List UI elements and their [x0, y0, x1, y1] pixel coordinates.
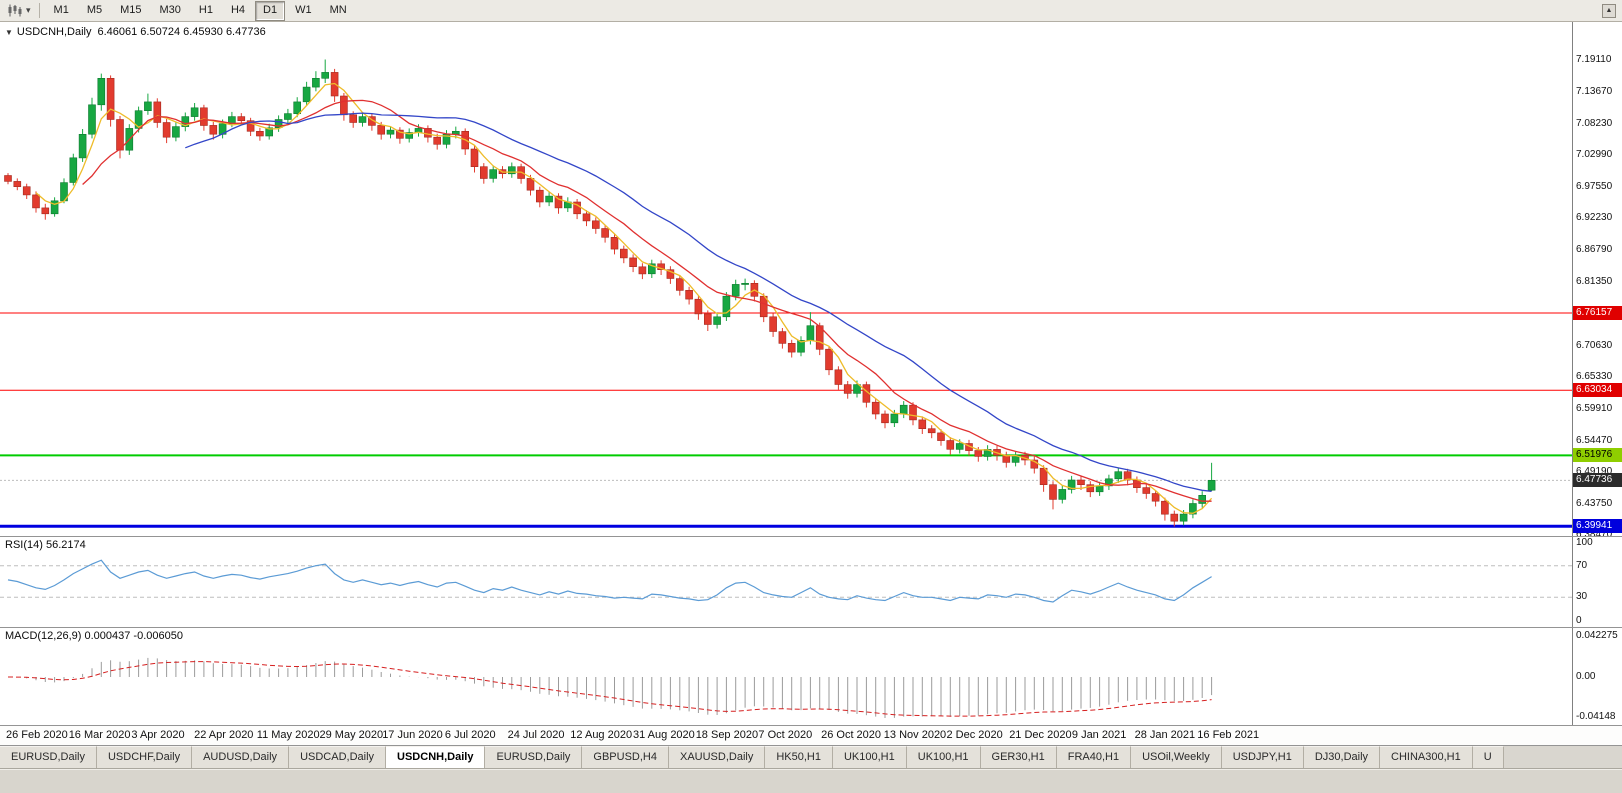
date-axis-label: 6 Jul 2020 — [444, 729, 496, 741]
collapse-caret-icon[interactable]: ▼ — [5, 28, 13, 37]
price-axis-label: 6.43750 — [1576, 497, 1613, 509]
timeframe-button-h1[interactable]: H1 — [198, 3, 213, 16]
price-level-tag: 6.51976 — [1573, 448, 1622, 463]
chart-type-icon[interactable] — [7, 4, 22, 17]
rsi-chart[interactable] — [0, 537, 1572, 628]
price-axis-label: 6.86790 — [1576, 244, 1613, 256]
date-axis-label: 29 May 2020 — [319, 729, 384, 741]
rsi-axis-label: 70 — [1576, 559, 1588, 571]
rsi-panel: RSI(14) 56.2174 100 70 30 0 — [0, 537, 1622, 628]
status-bar — [0, 769, 1622, 793]
price-axis-label: 7.02990 — [1576, 148, 1613, 160]
macd-label: MACD(12,26,9) 0.000437 -0.006050 — [5, 630, 183, 642]
date-axis-label: 22 Apr 2020 — [194, 729, 254, 741]
price-axis-label: 6.70630 — [1576, 339, 1613, 351]
date-axis-label: 12 Aug 2020 — [570, 729, 633, 741]
date-axis-label: 21 Dec 2020 — [1009, 729, 1072, 741]
chart-tab-usdcad-daily-3[interactable]: USDCAD,Daily — [289, 746, 387, 768]
chart-tab-u-17[interactable]: U — [1472, 746, 1504, 768]
price-axis-label: 7.13670 — [1576, 86, 1613, 98]
macd-axis-label: 0.00 — [1576, 671, 1596, 682]
chart-tab-ger30-h1-11[interactable]: GER30,H1 — [980, 746, 1057, 768]
chart-tab-fra40-h1-12[interactable]: FRA40,H1 — [1056, 746, 1132, 768]
price-axis-label: 6.59910 — [1576, 402, 1613, 414]
timeframe-button-d1[interactable]: D1 — [255, 0, 286, 21]
price-axis-label: 6.81350 — [1576, 276, 1613, 288]
timeframe-button-mn[interactable]: MN — [329, 3, 347, 16]
macd-chart[interactable] — [0, 628, 1572, 726]
chart-tab-uk100-h1-10[interactable]: UK100,H1 — [906, 746, 981, 768]
chart-tab-usdjpy-h1-14[interactable]: USDJPY,H1 — [1221, 746, 1304, 768]
scroll-up-button[interactable]: ▲ — [1602, 3, 1616, 18]
date-axis-label: 24 Jul 2020 — [507, 729, 565, 741]
timeframe-buttons: M1 M5 M15 M30 H1 H4 D1 W1 MN — [45, 0, 356, 21]
chart-tab-uk100-h1-9[interactable]: UK100,H1 — [832, 746, 907, 768]
date-axis-label: 9 Jan 2021 — [1071, 729, 1127, 741]
timeframe-button-m15[interactable]: M15 — [120, 3, 142, 16]
macd-axis-label: -0.04148 — [1576, 711, 1616, 722]
date-axis-label: 13 Nov 2020 — [883, 729, 947, 741]
macd-axis[interactable]: 0.042275 0.00 -0.04148 — [1572, 628, 1622, 725]
rsi-axis-label: 0 — [1576, 615, 1582, 626]
price-axis-label: 6.54470 — [1576, 434, 1613, 446]
rsi-axis[interactable]: 100 70 30 0 — [1572, 537, 1622, 627]
chart-tab-dj30-daily-15[interactable]: DJ30,Daily — [1303, 746, 1381, 768]
date-axis-label: 11 May 2020 — [256, 729, 320, 741]
price-axis[interactable]: 7.19110 7.13670 7.08230 7.02990 6.97550 6.922… — [1572, 22, 1622, 536]
date-axis-label: 16 Feb 2021 — [1197, 729, 1260, 741]
chart-tab-gbpusd-h4-6[interactable]: GBPUSD,H4 — [582, 746, 669, 768]
date-axis-label: 16 Mar 2020 — [68, 729, 131, 741]
chart-tab-usdchf-daily-1[interactable]: USDCHF,Daily — [96, 746, 193, 768]
candlestick-chart[interactable] — [0, 22, 1572, 537]
chart-tabs-bar: EURUSD,Daily USDCHF,Daily AUDUSD,Daily USDC… — [0, 746, 1622, 769]
rsi-label: RSI(14) 56.2174 — [5, 539, 86, 551]
date-axis-label: 2 Dec 2020 — [946, 729, 1003, 741]
chart-tab-usdcnh-daily-4[interactable]: USDCNH,Daily — [386, 746, 486, 768]
timeframe-button-m30[interactable]: M30 — [159, 3, 181, 16]
price-level-tag: 6.47736 — [1573, 473, 1622, 488]
rsi-axis-label: 100 — [1576, 537, 1593, 548]
price-level-tag: 6.39941 — [1573, 519, 1622, 534]
date-axis[interactable]: 26 Feb 2020 16 Mar 2020 3 Apr 2020 22 Apr 2… — [0, 726, 1622, 746]
chart-tab-eurusd-daily-0[interactable]: EURUSD,Daily — [0, 746, 97, 768]
symbol-ohlc-values: 6.46061 6.50724 6.45930 6.47736 — [97, 26, 266, 38]
candlestick-glyph — [8, 4, 22, 17]
chart-symbol-header: ▼ USDCNH,Daily 6.46061 6.50724 6.45930 6.4… — [5, 26, 266, 38]
chart-tab-china300-h1-16[interactable]: CHINA300,H1 — [1380, 746, 1473, 768]
main-chart-panel: ▼ USDCNH,Daily 6.46061 6.50724 6.45930 6.4… — [0, 22, 1622, 537]
macd-axis-label: 0.042275 — [1576, 630, 1618, 641]
date-axis-label: 7 Oct 2020 — [758, 729, 813, 741]
date-axis-label: 28 Jan 2021 — [1134, 729, 1196, 741]
toolbar: ▾ M1 M5 M15 M30 H1 H4 D1 W1 MN ▲ — [0, 0, 1622, 22]
chart-tab-eurusd-daily-5[interactable]: EURUSD,Daily — [485, 746, 583, 768]
price-axis-label: 6.92230 — [1576, 212, 1613, 224]
price-axis-label: 6.97550 — [1576, 180, 1613, 192]
timeframe-button-h4[interactable]: H4 — [230, 3, 246, 16]
date-axis-label: 17 Jun 2020 — [382, 729, 443, 741]
date-axis-label: 18 Sep 2020 — [695, 729, 759, 741]
chart-type-caret-icon[interactable]: ▾ — [26, 5, 31, 15]
chart-tab-hk50-h1-8[interactable]: HK50,H1 — [765, 746, 833, 768]
date-axis-label: 31 Aug 2020 — [633, 729, 695, 741]
price-level-tag: 6.76157 — [1573, 305, 1622, 320]
macd-panel: MACD(12,26,9) 0.000437 -0.006050 0.04227… — [0, 628, 1622, 726]
price-axis-label: 7.08230 — [1576, 118, 1613, 130]
date-axis-label: 26 Oct 2020 — [821, 729, 882, 741]
rsi-axis-label: 30 — [1576, 591, 1588, 603]
symbol-name: USDCNH,Daily — [16, 26, 92, 38]
chart-tab-xauusd-daily-7[interactable]: XAUUSD,Daily — [668, 746, 766, 768]
timeframe-button-w1[interactable]: W1 — [295, 3, 312, 16]
price-axis-label: 7.19110 — [1576, 53, 1612, 65]
toolbar-separator — [38, 3, 40, 18]
price-axis-label: 6.65330 — [1576, 370, 1613, 382]
chart-tab-usoil-weekly-13[interactable]: USOil,Weekly — [1131, 746, 1222, 768]
timeframe-button-m5[interactable]: M5 — [86, 3, 103, 16]
date-axis-label: 26 Feb 2020 — [6, 729, 68, 741]
date-axis-label: 3 Apr 2020 — [131, 729, 185, 741]
timeframe-button-m1[interactable]: M1 — [53, 3, 69, 16]
price-level-tag: 6.63034 — [1573, 383, 1622, 398]
price-axis-label: 6.49190 — [1576, 465, 1613, 477]
chart-tab-audusd-daily-2[interactable]: AUDUSD,Daily — [192, 746, 290, 768]
